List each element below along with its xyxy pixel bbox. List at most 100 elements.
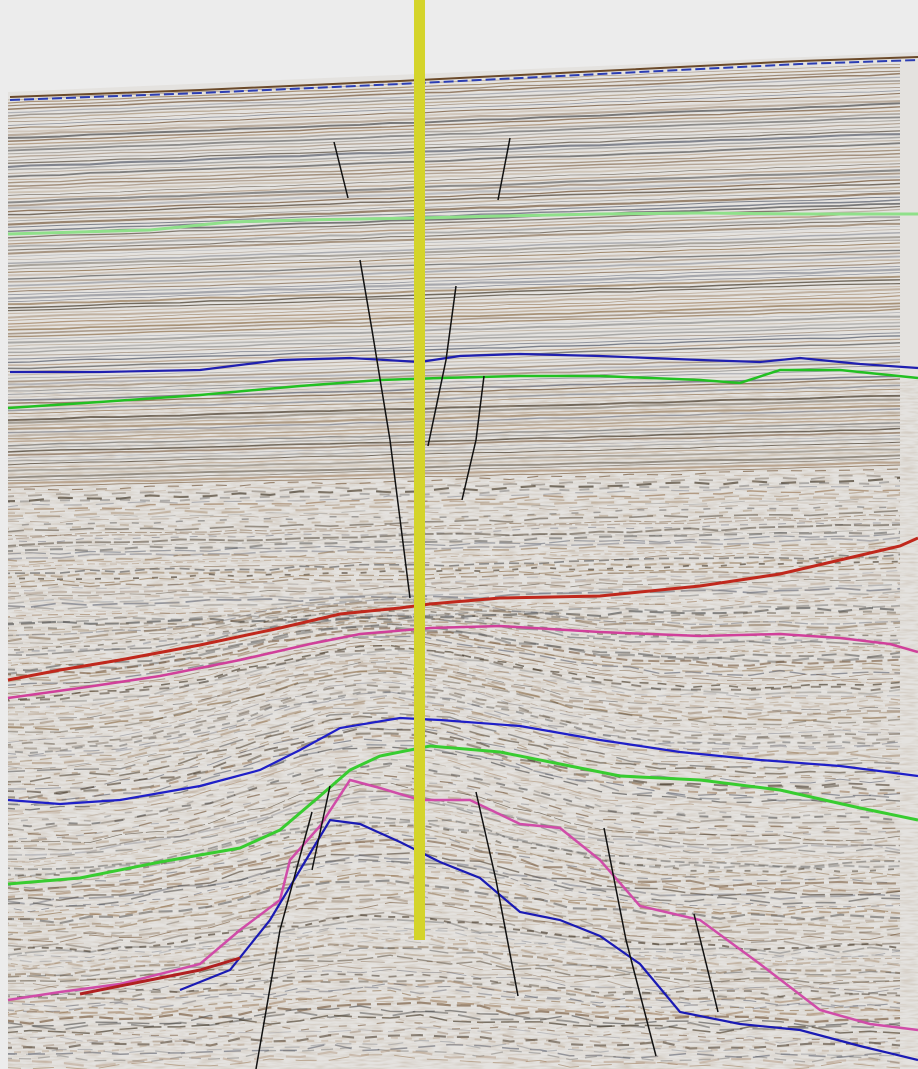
seismic-reflector: [8, 172, 901, 207]
seismic-reflector: [8, 283, 901, 312]
seismic-reflector: [8, 272, 901, 303]
horizon-mid-red[interactable]: [7, 536, 918, 682]
seismic-reflector: [8, 116, 901, 152]
seismic-reflector: [8, 100, 901, 137]
seismic-reflector: [8, 249, 901, 280]
seismic-reflector: [8, 345, 901, 373]
seismic-reflector: [8, 216, 901, 248]
fault-line[interactable]: [311, 785, 331, 871]
seismic-reflector: [8, 82, 901, 120]
seismic-reflector: [8, 179, 901, 213]
seismic-reflector: [8, 122, 901, 159]
fault-line[interactable]: [603, 827, 657, 1057]
seismic-reflector: [8, 163, 901, 196]
fault-line[interactable]: [461, 375, 485, 501]
seismic-reflector: [8, 119, 901, 155]
seismic-reflector: [8, 67, 901, 105]
horizon-upper-blue[interactable]: [10, 352, 918, 374]
seismic-reflector: [8, 288, 901, 319]
seismic-reflector: [8, 308, 901, 338]
seismic-reflector: [8, 252, 901, 283]
seismic-reflector: [8, 255, 901, 287]
seismic-reflector: [8, 156, 901, 191]
seismic-reflector: [8, 166, 901, 200]
seismic-reflector: [8, 332, 901, 360]
seismic-reflector: [8, 242, 901, 274]
seismic-reflector: [8, 126, 901, 162]
fault-line[interactable]: [427, 285, 457, 447]
seismic-reflector: [8, 87, 901, 123]
seismic-reflector: [8, 268, 901, 300]
fault-line[interactable]: [497, 137, 511, 201]
seismic-reflector: [8, 90, 901, 127]
seismic-reflector: [8, 146, 901, 181]
seismic-reflector: [8, 279, 901, 309]
seismic-reflector: [8, 208, 901, 242]
seismic-reflector: [8, 286, 901, 315]
seismic-reflector: [8, 70, 901, 107]
seismic-reflector: [8, 222, 901, 255]
seismic-reflector: [8, 239, 901, 271]
fault-line[interactable]: [359, 259, 411, 599]
seismic-reflector: [8, 76, 901, 114]
seismic-reflector: [8, 169, 901, 204]
horizon-deep-blue[interactable]: [179, 818, 918, 1062]
chaotic-texture: [8, 380, 918, 1069]
seismic-reflector: [8, 266, 901, 296]
seismic-reflector: [8, 231, 901, 265]
fault-line[interactable]: [333, 141, 349, 199]
seismic-reflector: [8, 259, 901, 291]
horizon-lower-green[interactable]: [7, 744, 918, 886]
fault-line[interactable]: [255, 811, 313, 1069]
horizon-upper-green[interactable]: [7, 368, 918, 410]
seismic-reflector: [8, 302, 901, 331]
seismic-reflector: [8, 110, 901, 146]
seismic-reflector: [8, 72, 901, 111]
seismic-reflector: [8, 351, 901, 380]
fault-line[interactable]: [693, 913, 719, 1013]
horizon-seabed-brown: [9, 56, 918, 98]
horizon-deep-red[interactable]: [79, 956, 241, 996]
seismic-reflector: [8, 102, 901, 139]
seismic-reflector: [8, 325, 901, 354]
seismic-reflector: [8, 305, 901, 335]
seismic-reflector: [8, 328, 901, 357]
seismic-reflector: [8, 130, 901, 165]
seismic-reflector: [8, 95, 901, 133]
seismic-reflector: [8, 149, 901, 184]
seismic-reflector: [8, 182, 901, 216]
fault-layer: [255, 137, 719, 1069]
seismic-reflector: [8, 219, 901, 252]
seismic-reflector: [8, 189, 901, 222]
seismic-reflector: [8, 133, 901, 169]
seismic-reflector: [8, 175, 901, 210]
seismic-reflector: [8, 295, 901, 325]
seismic-reflector: [8, 229, 901, 260]
seismic-reflector: [8, 152, 901, 187]
seismic-reflector: [8, 92, 901, 130]
seismic-reflector: [8, 262, 901, 293]
well-path-line[interactable]: [414, 0, 425, 940]
seismic-reflector: [8, 225, 901, 258]
seismic-reflector: [8, 342, 901, 370]
seismic-reflector: [8, 335, 901, 364]
fault-line[interactable]: [475, 791, 519, 997]
seismic-reflector: [8, 205, 901, 239]
horizon-lower-blue[interactable]: [7, 716, 918, 806]
seismic-reflector: [8, 186, 901, 219]
seismic-reflector: [8, 299, 901, 329]
seismic-reflector: [8, 140, 901, 175]
horizon-seabed[interactable]: [9, 59, 918, 101]
seismic-reflector: [8, 292, 901, 322]
seismic-reflector: [8, 236, 901, 268]
seismic-reflector: [8, 245, 901, 277]
seismic-reflector: [8, 136, 901, 171]
seismic-reflector: [8, 338, 901, 366]
seismic-reflector: [8, 142, 901, 179]
seismic-reflector: [8, 212, 901, 245]
horizon-mid-pink[interactable]: [7, 624, 918, 700]
seismic-reflector: [8, 159, 901, 194]
